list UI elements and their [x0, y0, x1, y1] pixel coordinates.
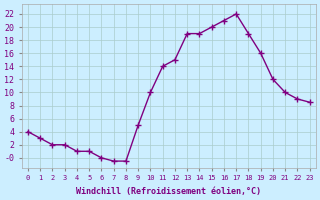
- X-axis label: Windchill (Refroidissement éolien,°C): Windchill (Refroidissement éolien,°C): [76, 187, 261, 196]
